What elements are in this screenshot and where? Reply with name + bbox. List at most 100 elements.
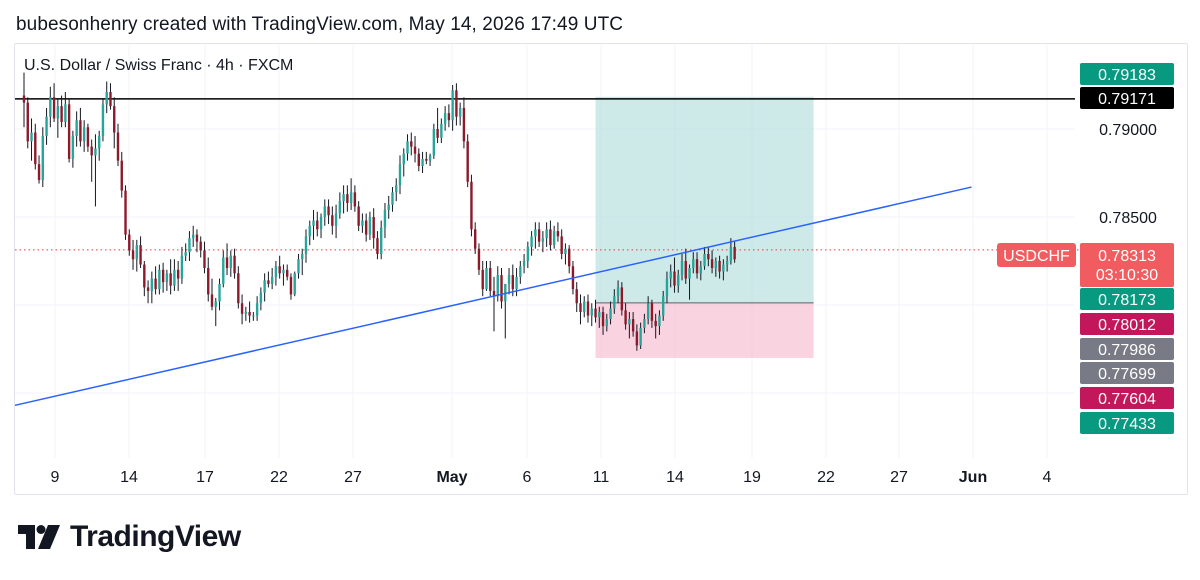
candle-body-166 (646, 303, 650, 320)
tradingview-logo-icon (18, 525, 60, 549)
candle-body-43 (184, 252, 187, 256)
price-badge-3 (1080, 288, 1174, 310)
candle-body-23 (109, 92, 112, 107)
candle-body-174 (677, 275, 680, 286)
candle-body-82 (331, 215, 334, 226)
candle-body-81 (327, 206, 330, 216)
candle-body-87 (349, 192, 353, 203)
candle-body-164 (639, 327, 642, 346)
candle-body-15 (79, 120, 82, 142)
candle-body-8 (52, 97, 56, 119)
candle-body-178 (692, 259, 695, 269)
candle-body-136 (534, 229, 537, 237)
candle-body-84 (338, 201, 342, 214)
candle-body-7 (49, 97, 52, 117)
x-tick-label-10: 22 (817, 469, 835, 486)
x-tick-label-4: 27 (344, 469, 362, 486)
x-tick-label-2: 17 (196, 469, 214, 486)
candle-body-189 (733, 246, 736, 260)
price-badge-1 (1080, 87, 1174, 109)
candle-body-108 (428, 155, 432, 161)
candle-body-12 (67, 104, 71, 159)
candle-body-2 (30, 132, 33, 142)
candle-body-91 (364, 220, 368, 235)
candle-body-173 (673, 271, 676, 286)
candle-body-182 (707, 253, 710, 260)
candle-body-73 (297, 259, 300, 274)
price-badge-0 (1080, 63, 1174, 85)
candle-body-83 (334, 213, 338, 226)
candle-body-86 (346, 194, 349, 203)
price-badge-label-6: 0.77699 (1098, 366, 1156, 383)
candle-body-110 (436, 129, 439, 138)
candle-body-79 (319, 217, 323, 230)
x-tick-label-9: 19 (743, 469, 761, 486)
x-tick-label-7: 11 (593, 469, 610, 486)
price-badge-label-5: 0.77986 (1098, 342, 1156, 359)
price-badge-label-8: 0.77433 (1098, 416, 1156, 433)
candle-body-52 (218, 283, 221, 302)
price-badge-7 (1080, 387, 1174, 409)
candle-body-54 (225, 257, 229, 269)
chart-credit: bubesonhenry created with TradingView.co… (16, 14, 624, 35)
candle-body-35 (154, 278, 157, 290)
candle-body-49 (207, 268, 210, 295)
candle-body-101 (402, 153, 405, 165)
candle-body-59 (244, 312, 248, 314)
candle-body-167 (650, 303, 654, 321)
y-tick-label-1: 0.78500 (1099, 210, 1157, 227)
candle-body-61 (252, 315, 255, 317)
candle-body-97 (387, 204, 390, 210)
candle-body-64 (263, 280, 266, 293)
candle-body-9 (56, 106, 60, 119)
candle-body-70 (286, 269, 289, 277)
bar-countdown-label: 03:10:30 (1096, 267, 1158, 284)
price-badge-label-7: 0.77604 (1098, 391, 1156, 408)
candle-body-155 (605, 319, 608, 327)
usdchf-candlestick-chart[interactable]: U.S. Dollar / Swiss Franc · 4h · FXCM 9 14… (0, 0, 1200, 500)
candle-body-88 (353, 192, 357, 207)
candle-body-71 (289, 276, 293, 295)
tradingview-logo[interactable]: TradingView (18, 520, 241, 554)
candle-body-40 (173, 269, 176, 286)
candle-body-139 (545, 229, 548, 239)
candle-body-39 (169, 273, 172, 286)
candle-body-17 (86, 127, 90, 147)
candle-body-143 (560, 236, 563, 254)
symbol-badge-label: USDCHF (1003, 248, 1070, 265)
y-tick-label-0: 0.79000 (1099, 122, 1157, 139)
candle-body-29 (131, 250, 135, 260)
candle-body-85 (342, 194, 345, 202)
candle-body-48 (203, 250, 206, 269)
x-tick-label-5: May (436, 469, 467, 486)
candle-body-25 (116, 132, 120, 161)
x-tick-label-12: Jun (959, 469, 987, 486)
candle-body-175 (680, 261, 684, 276)
candle-body-131 (515, 276, 518, 290)
price-badge-5 (1080, 338, 1174, 360)
candle-body-75 (304, 236, 308, 254)
candle-body-160 (624, 310, 627, 325)
symbol-badge (997, 243, 1076, 267)
candle-body-104 (413, 146, 417, 154)
candle-body-123 (485, 268, 488, 290)
tradingview-wordmark: TradingView (70, 520, 241, 553)
price-badge-label-4: 0.78012 (1098, 317, 1156, 334)
candle-body-5 (41, 136, 44, 181)
candle-body-27 (124, 190, 127, 235)
candle-body-120 (474, 229, 477, 249)
candle-body-147 (575, 289, 578, 304)
candle-body-122 (481, 269, 484, 290)
candle-body-186 (722, 264, 725, 272)
candle-body-144 (564, 248, 567, 254)
candle-body-24 (113, 106, 116, 133)
candle-body-10 (60, 106, 63, 122)
candle-body-0 (22, 95, 26, 103)
price-badge-8 (1080, 412, 1174, 434)
candle-body-69 (282, 269, 285, 274)
candle-body-118 (466, 141, 469, 182)
candle-body-134 (526, 246, 530, 261)
candle-body-152 (594, 308, 597, 318)
candle-body-135 (530, 236, 533, 247)
candle-body-57 (237, 273, 240, 304)
